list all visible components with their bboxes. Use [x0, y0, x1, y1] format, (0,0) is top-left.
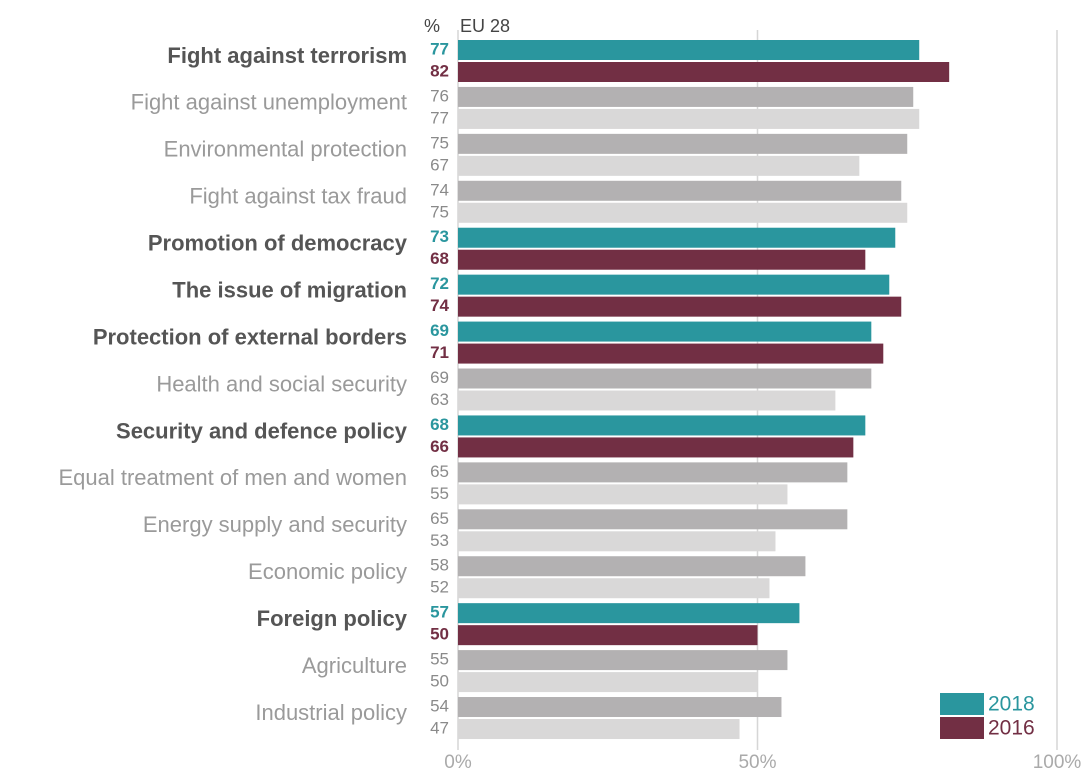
bar: [458, 509, 848, 530]
value-label: 65: [430, 509, 449, 528]
value-label: 65: [430, 462, 449, 481]
bar: [458, 603, 800, 624]
value-label: 58: [430, 556, 449, 575]
bar: [458, 531, 776, 552]
category-label: Fight against unemployment: [131, 90, 407, 115]
category-label: Energy supply and security: [143, 512, 407, 537]
value-label: 68: [430, 415, 449, 434]
subtitle: EU 28: [460, 16, 510, 36]
category-label: Promotion of democracy: [148, 231, 408, 256]
value-label: 55: [430, 650, 449, 669]
category-label: Agriculture: [302, 653, 407, 678]
category-label: Fight against terrorism: [167, 43, 407, 68]
value-label: 75: [430, 202, 449, 221]
category-label: Health and social security: [156, 371, 407, 396]
value-label: 55: [430, 484, 449, 503]
bar: [458, 108, 920, 129]
unit-label: %: [424, 16, 440, 36]
bar: [458, 343, 884, 364]
value-label: 47: [430, 719, 449, 738]
bar: [458, 296, 902, 317]
value-label: 76: [430, 86, 449, 105]
bar: [458, 40, 920, 60]
x-tick-label: 100%: [1033, 752, 1082, 773]
value-label: 72: [430, 274, 449, 293]
category-label: Economic policy: [248, 559, 407, 584]
value-label: 54: [430, 697, 449, 716]
legend-swatch: [940, 717, 984, 739]
legend-label: 2016: [988, 717, 1035, 740]
value-label: 71: [430, 343, 449, 362]
category-label: The issue of migration: [172, 277, 407, 302]
legend-swatch: [940, 693, 984, 715]
bar: [458, 650, 788, 671]
bar: [458, 556, 806, 577]
value-label: 67: [430, 155, 449, 174]
value-label: 73: [430, 227, 449, 246]
legend-label: 2018: [988, 693, 1035, 716]
bar: [458, 578, 770, 599]
value-label: 53: [430, 531, 449, 550]
category-label: Fight against tax fraud: [189, 184, 407, 209]
value-label: 50: [430, 625, 449, 644]
bar: [458, 155, 860, 176]
bar: [458, 719, 740, 740]
bar: [458, 462, 848, 483]
category-label: Security and defence policy: [116, 418, 408, 443]
x-tick-label: 50%: [738, 752, 776, 773]
bar: [458, 484, 788, 505]
category-label: Foreign policy: [257, 606, 408, 631]
value-label: 68: [430, 249, 449, 268]
bar: [458, 62, 950, 82]
bar: [458, 274, 890, 295]
value-label: 52: [430, 578, 449, 597]
bar: [458, 672, 758, 693]
value-label: 66: [430, 437, 449, 456]
value-label: 69: [430, 368, 449, 387]
value-label: 50: [430, 672, 449, 691]
bar: [458, 133, 908, 154]
value-label: 63: [430, 390, 449, 409]
category-label: Environmental protection: [164, 137, 407, 162]
value-label: 75: [430, 133, 449, 152]
value-label: 77: [430, 108, 449, 127]
bar: [458, 86, 914, 107]
category-label: Protection of external borders: [93, 324, 407, 349]
bar: [458, 625, 758, 646]
bar: [458, 437, 854, 458]
bar: [458, 202, 908, 223]
bar: [458, 227, 896, 248]
category-label: Equal treatment of men and women: [58, 465, 407, 490]
value-label: 57: [430, 603, 449, 622]
bar: [458, 368, 872, 389]
bar: [458, 415, 866, 436]
value-label: 82: [430, 61, 449, 80]
bar: [458, 249, 866, 270]
bar: [458, 390, 836, 411]
value-label: 74: [430, 180, 449, 199]
category-label: Industrial policy: [255, 700, 407, 725]
value-label: 69: [430, 321, 449, 340]
bar: [458, 697, 782, 718]
value-label: 74: [430, 296, 449, 315]
bar: [458, 180, 902, 201]
value-label: 77: [430, 39, 449, 58]
x-tick-label: 0%: [444, 752, 472, 773]
bar: [458, 321, 872, 342]
